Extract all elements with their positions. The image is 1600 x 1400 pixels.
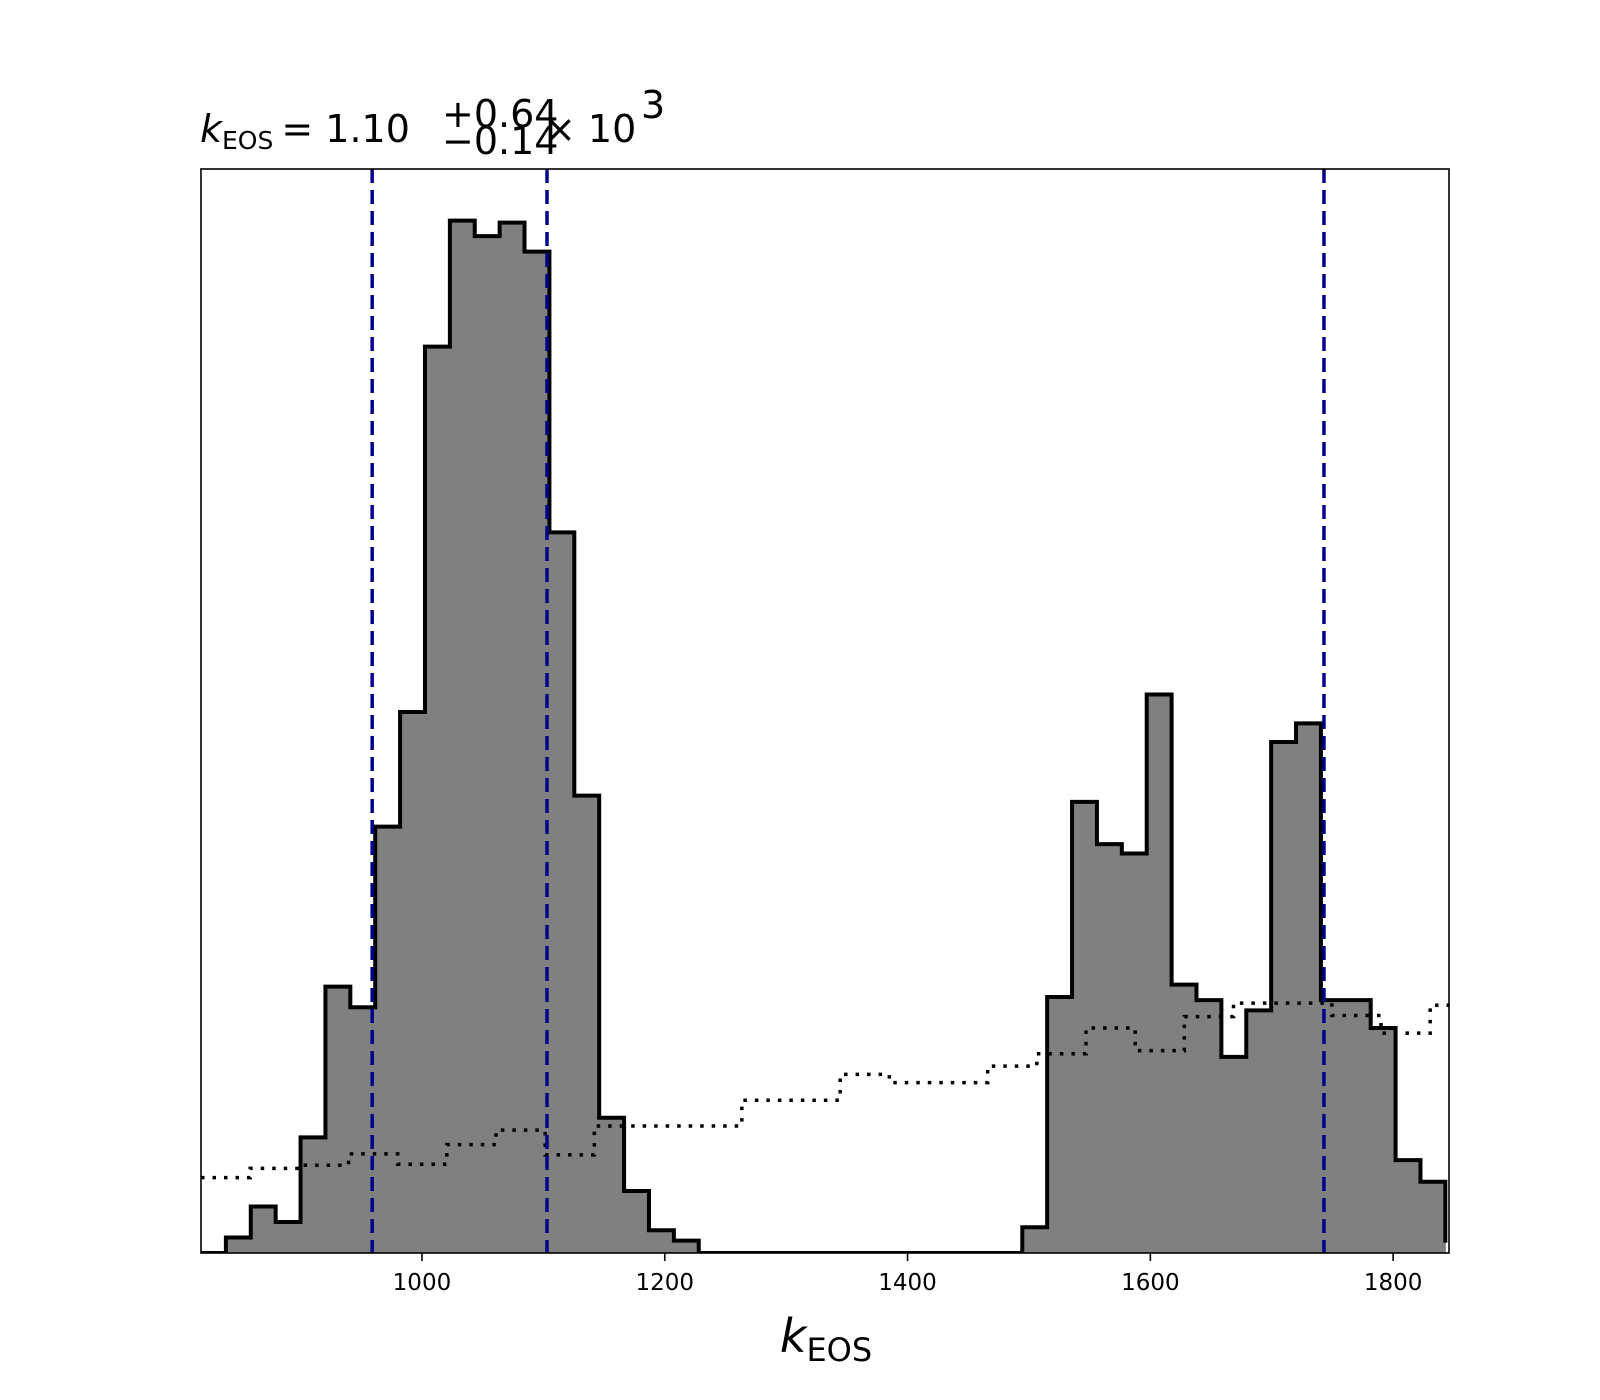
histogram-bar [1221,1056,1247,1253]
histogram-bar [250,1206,277,1253]
title-subscript: EOS [222,126,273,155]
histogram-bar [1296,723,1322,1253]
histogram-bar [1047,996,1073,1253]
x-axis-label-subscript: EOS [806,1331,872,1369]
histogram-bar [400,712,426,1253]
histogram-bar [350,1007,376,1253]
histogram-bar [1121,853,1148,1253]
title-symbol: k [200,107,224,151]
x-tick-label: 1000 [393,1270,452,1296]
histogram-bar [524,251,550,1253]
histogram-bar [474,236,501,1253]
histogram-bar [648,1230,675,1253]
x-axis-label: kEOS [780,1309,872,1369]
histogram-bar [499,222,526,1253]
title-value: = 1.10 [281,107,410,151]
histogram-bar [624,1191,650,1253]
chart-title: kEOS = 1.10 +0.64 −0.14 × 10 3 [200,83,665,163]
histogram-bar [424,346,451,1253]
x-tick-label: 1200 [635,1270,694,1296]
histogram-bar [375,826,401,1253]
histogram-bar [1096,844,1123,1253]
histogram-bar [275,1222,302,1253]
histogram-bar [449,220,476,1253]
x-tick-label: 1600 [1121,1270,1180,1296]
svg-text:kEOS= 1.10: kEOS = 1.10 [200,107,410,155]
histogram-bar [574,795,600,1253]
title-lower-error: −0.14 [442,119,558,163]
histogram-bar [225,1237,252,1253]
x-tick-label: 1400 [878,1270,937,1296]
histogram-bar [1246,1010,1272,1253]
x-tick-label: 1800 [1364,1270,1423,1296]
title-multiplier: × 10 [544,107,636,151]
x-axis-label-symbol: k [780,1309,809,1363]
histogram-bar [549,532,575,1253]
histogram-bar [1420,1181,1446,1253]
histogram-bar [1271,741,1297,1253]
histogram-bar [599,1117,625,1253]
histogram-bar [300,1137,326,1253]
x-axis: 1000 1200 1400 1600 1800 [393,1253,1423,1296]
histogram-bar [1196,1000,1222,1253]
title-upper-error: +0.64 [442,92,558,136]
histogram-bar [1370,1027,1397,1253]
posterior-outline [201,218,1448,1253]
posterior-bars [225,220,1446,1253]
plot-frame [200,168,1450,1254]
title-exponent: 3 [641,83,665,127]
histogram-bar [1146,694,1173,1253]
histogram-bar [1395,1160,1421,1253]
histogram-bar [1171,984,1197,1253]
histogram-bar [325,986,351,1253]
histogram-bar [673,1240,700,1253]
plot-area [201,169,1449,1253]
histogram-bar [1022,1227,1048,1253]
histogram-bar [1345,1000,1372,1253]
